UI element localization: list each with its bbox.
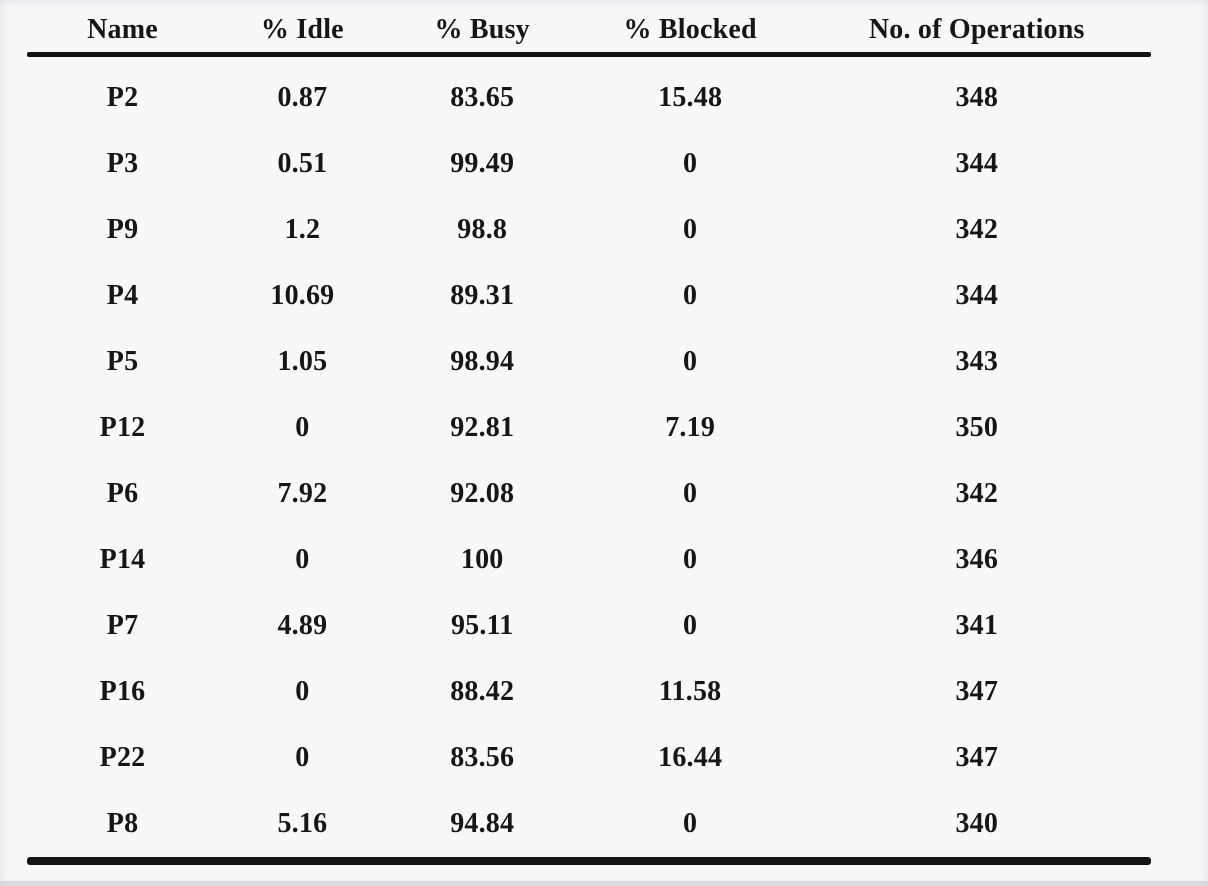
cell-name: P3 — [106, 148, 139, 179]
cell-name: P4 — [106, 280, 139, 311]
cell-name: P8 — [106, 808, 139, 839]
cell-name: P6 — [106, 478, 139, 509]
cell-name: P9 — [106, 214, 139, 245]
cell-name: P7 — [106, 610, 139, 641]
table-row: P16 0 88.42 11.58 347 — [27, 659, 1151, 725]
cell-value: 347 — [955, 676, 999, 707]
cell-value: 340 — [955, 808, 999, 839]
cell-name: P14 — [99, 544, 146, 575]
cell-value: 11.58 — [658, 676, 722, 707]
cell-value: 4.89 — [277, 610, 328, 641]
cell-value: 99.49 — [450, 148, 515, 179]
cell-value: 0 — [683, 808, 698, 839]
cell-value: 344 — [955, 148, 999, 179]
cell-value: 7.19 — [665, 412, 716, 443]
cell-value: 343 — [955, 346, 999, 377]
table-header-row: Name % Idle % Busy % Blocked No. of Operatio… — [27, 8, 1151, 52]
scan-edge — [0, 881, 1208, 886]
cell-value: 83.65 — [450, 82, 515, 113]
cell-value: 94.84 — [450, 808, 515, 839]
table-row: P3 0.51 99.49 0 344 — [27, 131, 1151, 197]
cell-value: 0 — [683, 346, 698, 377]
table-row: P7 4.89 95.11 0 341 — [27, 593, 1151, 659]
table-row: P14 0 100 0 346 — [27, 527, 1151, 593]
cell-value: 83.56 — [450, 742, 515, 773]
header-rule — [27, 52, 1151, 57]
cell-value: 342 — [955, 478, 999, 509]
processor-utilization-table: Name % Idle % Busy % Blocked No. of Operatio… — [27, 8, 1151, 865]
table-row: P4 10.69 89.31 0 344 — [27, 263, 1151, 329]
cell-value: 92.81 — [450, 412, 515, 443]
cell-value: 0 — [683, 478, 698, 509]
cell-value: 5.16 — [277, 808, 328, 839]
bottom-rule — [27, 857, 1151, 865]
cell-value: 0 — [295, 742, 310, 773]
cell-value: 1.2 — [284, 214, 321, 245]
table-row: P5 1.05 98.94 0 343 — [27, 329, 1151, 395]
cell-value: 88.42 — [450, 676, 515, 707]
cell-value: 348 — [955, 82, 999, 113]
cell-value: 0.87 — [277, 82, 328, 113]
cell-value: 15.48 — [658, 82, 723, 113]
cell-value: 0.51 — [277, 148, 328, 179]
column-header: % Blocked — [623, 14, 757, 45]
cell-value: 341 — [955, 610, 999, 641]
cell-value: 98.8 — [457, 214, 508, 245]
cell-value: 1.05 — [277, 346, 328, 377]
cell-value: 0 — [295, 676, 310, 707]
cell-name: P2 — [106, 82, 139, 113]
cell-name: P16 — [99, 676, 146, 707]
cell-value: 16.44 — [658, 742, 723, 773]
cell-value: 100 — [460, 544, 504, 575]
cell-value: 344 — [955, 280, 999, 311]
column-header: Name — [87, 14, 158, 45]
cell-value: 95.11 — [450, 610, 514, 641]
table-row: P6 7.92 92.08 0 342 — [27, 461, 1151, 527]
cell-name: P12 — [99, 412, 146, 443]
table-row: P8 5.16 94.84 0 340 — [27, 791, 1151, 857]
table-row: P2 0.87 83.65 15.48 348 — [27, 65, 1151, 131]
column-header: No. of Operations — [868, 14, 1085, 45]
cell-value: 0 — [683, 280, 698, 311]
cell-value: 0 — [295, 544, 310, 575]
cell-value: 98.94 — [450, 346, 515, 377]
cell-value: 7.92 — [277, 478, 328, 509]
table-body: P2 0.87 83.65 15.48 348 P3 0.51 99.49 0 344 P9 1.2 9… — [27, 57, 1151, 857]
column-header: % Idle — [260, 14, 344, 45]
cell-value: 89.31 — [450, 280, 515, 311]
cell-value: 0 — [295, 412, 310, 443]
table-row: P22 0 83.56 16.44 347 — [27, 725, 1151, 791]
cell-name: P22 — [99, 742, 146, 773]
cell-value: 0 — [683, 544, 698, 575]
cell-value: 346 — [955, 544, 999, 575]
cell-value: 347 — [955, 742, 999, 773]
cell-value: 0 — [683, 148, 698, 179]
cell-value: 0 — [683, 610, 698, 641]
cell-value: 10.69 — [270, 280, 335, 311]
table-row: P12 0 92.81 7.19 350 — [27, 395, 1151, 461]
column-header: % Busy — [434, 14, 530, 45]
cell-value: 342 — [955, 214, 999, 245]
cell-name: P5 — [106, 346, 139, 377]
cell-value: 350 — [955, 412, 999, 443]
table-row: P9 1.2 98.8 0 342 — [27, 197, 1151, 263]
cell-value: 0 — [683, 214, 698, 245]
cell-value: 92.08 — [450, 478, 515, 509]
